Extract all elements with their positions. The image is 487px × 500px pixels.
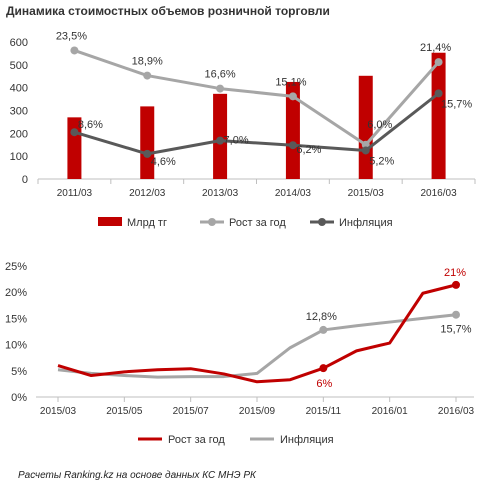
bar — [285, 81, 300, 179]
data-point — [143, 71, 152, 80]
data-point — [319, 364, 328, 373]
data-label: 15,7% — [441, 98, 472, 110]
x-tick-label: 2013/03 — [202, 188, 239, 199]
legend-label: Рост за год — [229, 217, 286, 229]
data-label: 4,6% — [151, 156, 176, 168]
legend-marker — [208, 218, 216, 226]
y-tick-label: 25% — [5, 261, 27, 273]
series-line — [73, 92, 440, 156]
data-point — [70, 128, 79, 137]
chart-top-retail-volume: 0 100 200 300 400 500 600 2011/03 2012/03 2013/03… — [10, 30, 476, 229]
data-label: 6,0% — [367, 119, 392, 131]
data-point — [361, 146, 370, 155]
data-point — [70, 46, 79, 55]
data-label: 23,5% — [56, 30, 87, 42]
x-tick-label: 2014/03 — [275, 188, 312, 199]
y-tick-label: 100 — [10, 151, 28, 163]
y-tick-label: 0 — [22, 174, 28, 186]
series-line — [57, 283, 457, 384]
y-tick-label: 600 — [10, 37, 28, 49]
y-tick-label: 200 — [10, 128, 28, 140]
series-line — [73, 49, 440, 147]
y-tick-label: 5% — [11, 366, 27, 378]
legend-label: Инфляция — [280, 434, 334, 446]
data-point — [434, 89, 443, 98]
x-tick-label: 2016/01 — [372, 406, 409, 417]
legend-label: Млрд тг — [127, 217, 167, 229]
data-point — [452, 280, 460, 289]
x-tick-label: 2012/03 — [129, 188, 166, 199]
data-point — [288, 141, 297, 150]
y-tick-label: 500 — [10, 60, 28, 72]
legend-marker — [318, 218, 326, 226]
data-label: 21,4% — [420, 42, 451, 54]
x-tick-label: 2016/03 — [438, 406, 475, 417]
x-tick-label: 2011/03 — [57, 188, 93, 199]
chart-title: Динамика стоимостных объемов розничной т… — [6, 4, 330, 18]
y-tick-label: 10% — [5, 340, 27, 352]
data-label: 8,6% — [78, 119, 103, 131]
legend-label: Рост за год — [168, 434, 225, 446]
data-label: 16,6% — [204, 69, 235, 81]
legend-swatch — [98, 217, 122, 226]
bar — [358, 75, 373, 179]
y-tick-label: 15% — [5, 313, 27, 325]
data-label: 6,2% — [296, 144, 321, 156]
data-point — [143, 149, 152, 158]
data-label: 21% — [444, 267, 466, 279]
data-point — [434, 58, 443, 67]
data-point — [216, 136, 225, 145]
data-point — [319, 325, 328, 334]
x-tick-label: 2015/03 — [348, 188, 385, 199]
bar — [213, 93, 228, 179]
y-tick-label: 400 — [10, 83, 28, 95]
bar — [140, 106, 155, 179]
data-label: 15,1% — [275, 76, 306, 88]
data-point — [216, 84, 225, 93]
x-tick-label: 2015/03 — [40, 406, 77, 417]
series-line — [57, 313, 457, 379]
legend-label: Инфляция — [339, 217, 393, 229]
x-tick-label: 2015/11 — [306, 406, 342, 417]
chart-bottom-growth-vs-inflation: 0% 5% 10% 15% 20% 25% 2015/03 2015/05 2015/07 201… — [5, 261, 475, 446]
data-label: 5,2% — [369, 155, 394, 167]
data-point — [452, 310, 460, 319]
source-footnote: Расчеты Ranking.kz на основе данных КС М… — [18, 470, 256, 481]
data-label: 15,7% — [440, 324, 471, 336]
data-label: 7,0% — [224, 135, 249, 147]
data-label: 18,9% — [132, 56, 163, 68]
data-label: 12,8% — [306, 311, 337, 323]
data-point — [288, 92, 297, 101]
x-tick-label: 2016/03 — [421, 188, 458, 199]
y-tick-label: 20% — [5, 287, 27, 299]
bar — [431, 52, 446, 179]
data-point — [361, 140, 370, 149]
y-tick-label: 300 — [10, 106, 28, 118]
x-tick-label: 2015/09 — [239, 406, 276, 417]
data-label: 6% — [316, 378, 332, 390]
y-tick-label: 0% — [11, 392, 27, 404]
x-tick-label: 2015/07 — [173, 406, 210, 417]
x-tick-label: 2015/05 — [106, 406, 143, 417]
